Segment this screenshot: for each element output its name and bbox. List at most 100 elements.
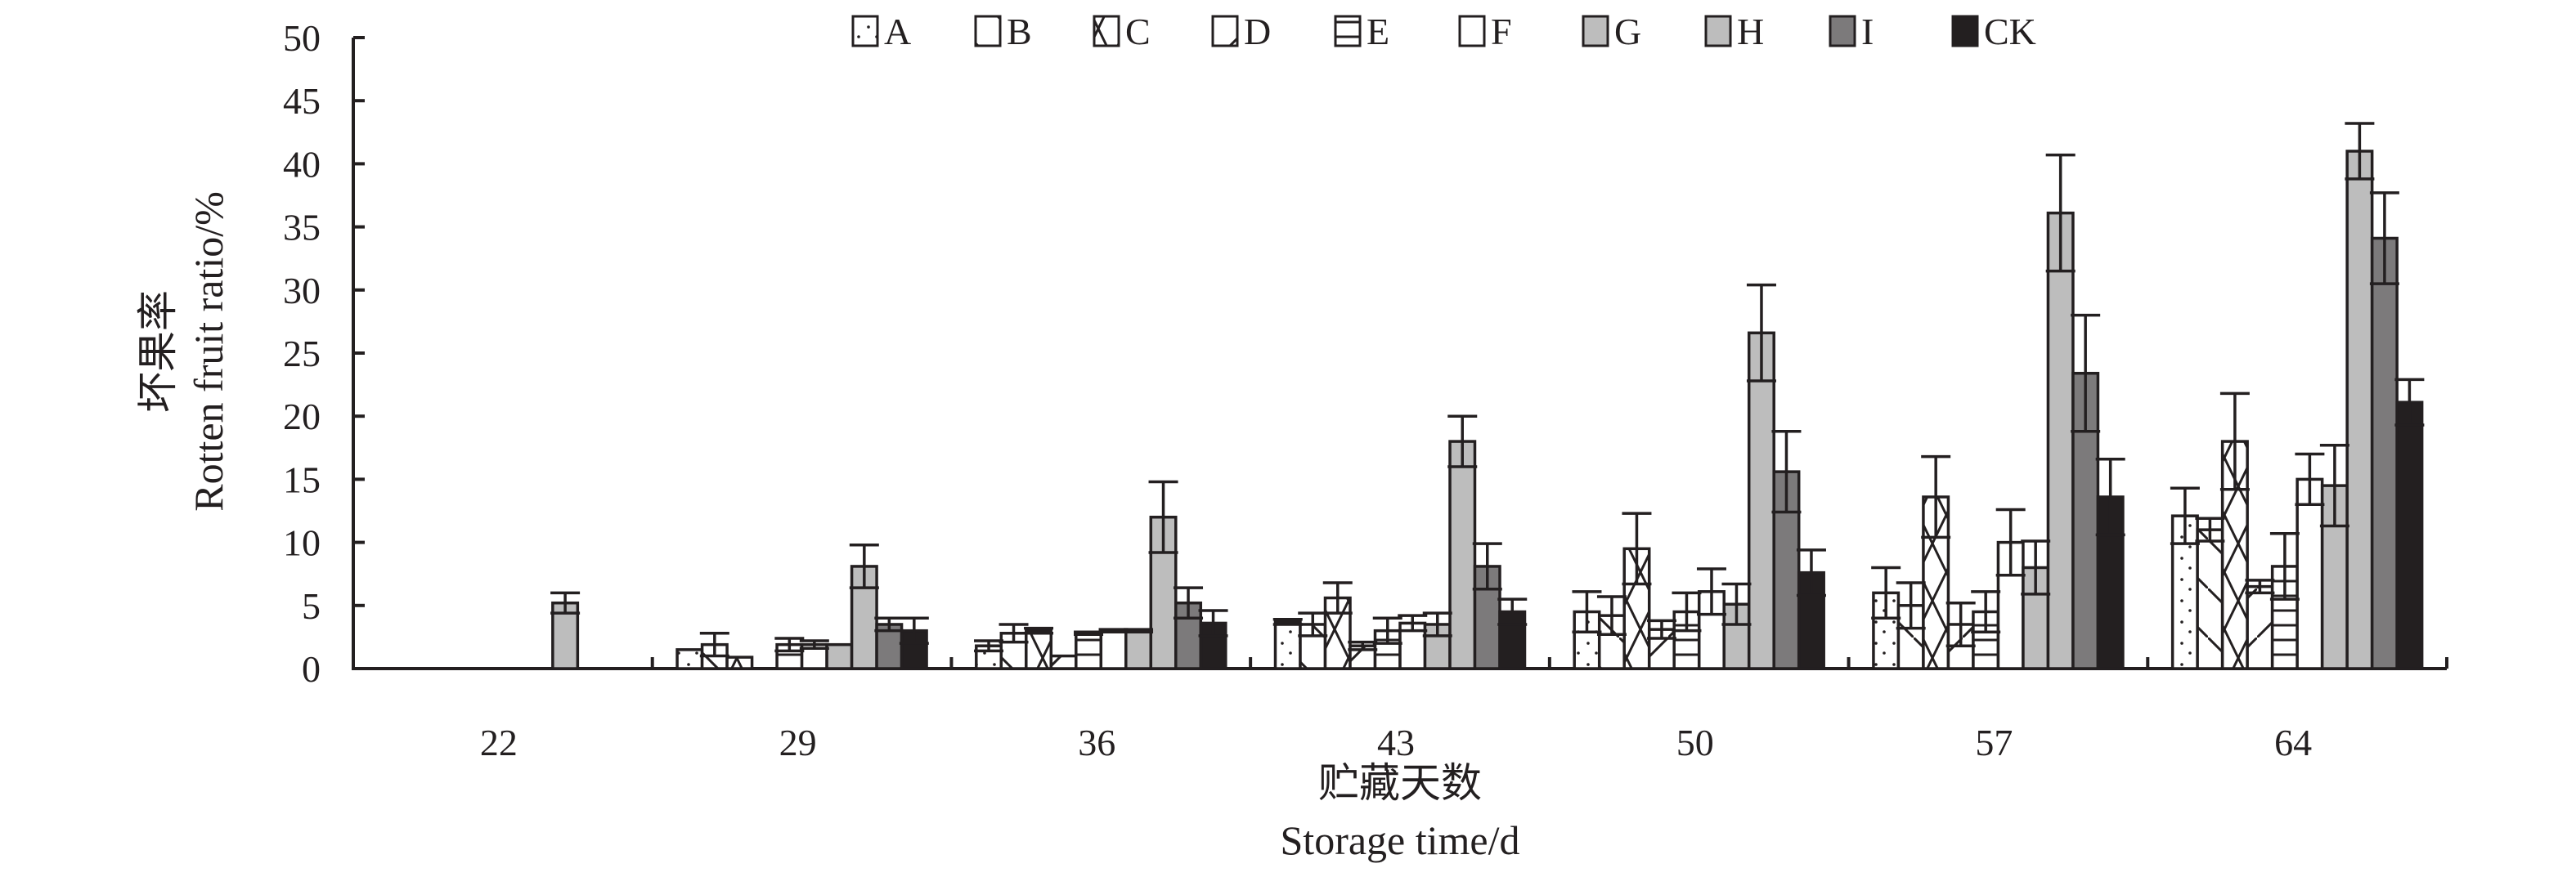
bars (551, 150, 2424, 670)
legend-swatch (1829, 15, 1856, 47)
x-tick-label: 64 (2274, 722, 2312, 763)
error-bars (550, 122, 2425, 658)
bar-CK-36 (1199, 621, 1227, 670)
error-bar-CK-50 (1796, 548, 1826, 597)
error-bar-B-29 (699, 632, 729, 658)
error-bar-C-57 (1921, 454, 1951, 539)
legend-item-E: E (1334, 11, 1389, 52)
y-tick-label: 50 (283, 17, 321, 59)
error-bar-E-43 (1372, 616, 1402, 645)
legend-item-B: B (974, 11, 1032, 52)
error-bar-I-50 (1771, 429, 1802, 514)
error-bar-H-57 (2045, 153, 2076, 273)
x-tick-label: 50 (1676, 722, 1714, 763)
error-bar-C-36 (1024, 626, 1054, 635)
error-bar-H-64 (2345, 122, 2375, 181)
bar-F-64 (2296, 477, 2324, 670)
y-tick-label: 35 (283, 207, 321, 248)
error-bar-I-64 (2369, 191, 2399, 285)
legend-swatch (1704, 15, 1732, 47)
error-bar-G-36 (1124, 628, 1154, 633)
error-bar-A-36 (974, 639, 1004, 653)
x-tick-label: 36 (1078, 722, 1115, 763)
error-bar-B-36 (999, 623, 1029, 644)
error-bar-I-57 (2071, 313, 2101, 433)
error-bar-D-57 (1945, 601, 1976, 647)
error-bar-F-29 (799, 639, 829, 651)
y-axis-title-en-group: Rotten fruit ratio/% (186, 191, 231, 512)
error-bar-I-29 (874, 616, 904, 633)
bar-I-64 (2370, 236, 2399, 670)
bar-F-36 (1099, 629, 1128, 670)
bar-H-57 (2046, 211, 2075, 670)
x-axis-title-en: Storage time/d (1281, 817, 1520, 863)
error-bar-E-64 (2269, 532, 2300, 601)
error-bar-G-50 (1721, 582, 1752, 626)
error-bar-F-50 (1696, 567, 1726, 616)
error-bar-D-64 (2245, 579, 2275, 595)
y-tick-label: 15 (283, 459, 321, 500)
y-tick-label: 30 (283, 270, 321, 311)
error-bar-CK-64 (2394, 378, 2425, 427)
legend-item-H: H (1704, 11, 1764, 52)
error-bar-C-43 (1322, 581, 1353, 615)
error-bar-H-36 (1148, 480, 1178, 554)
error-bar-H-29 (849, 543, 879, 589)
error-bar-CK-29 (899, 616, 929, 645)
error-bar-A-43 (1272, 618, 1303, 626)
y-tick-label: 40 (283, 143, 321, 185)
legend-swatch (1093, 15, 1120, 47)
bar-G-36 (1124, 629, 1153, 670)
legend-label: C (1125, 11, 1151, 52)
legend-item-I: I (1829, 11, 1874, 52)
legend-item-A: A (851, 11, 911, 52)
error-bar-E-57 (1971, 590, 2001, 633)
error-bar-CK-57 (2095, 457, 2125, 537)
error-bar-C-50 (1622, 512, 1652, 586)
bar-H-43 (1448, 440, 1477, 670)
error-bar-G-43 (1422, 611, 1452, 638)
error-bar-E-50 (1672, 591, 1702, 633)
error-bar-B-57 (1896, 581, 1926, 630)
error-bar-E-36 (1074, 630, 1104, 637)
legend-item-F: F (1458, 11, 1512, 52)
error-bar-D-43 (1348, 640, 1378, 651)
error-bar-E-29 (774, 637, 805, 653)
y-axis-title-cn: 坏果率 (135, 290, 181, 413)
error-bar-D-50 (1646, 619, 1676, 640)
y-tick-label: 10 (283, 522, 321, 564)
bar-D-36 (1049, 654, 1078, 670)
error-bar-C-64 (2219, 392, 2250, 491)
error-bar-F-57 (1995, 508, 2026, 577)
bar-G-29 (825, 642, 854, 670)
legend-label: H (1737, 11, 1764, 52)
legend-swatch (1582, 15, 1609, 47)
legend-label: D (1244, 11, 1271, 52)
x-tick-label: 43 (1377, 722, 1415, 763)
error-bar-B-64 (2195, 517, 2225, 543)
y-tick-label: 20 (283, 396, 321, 437)
bar-C-29 (725, 656, 754, 670)
error-bar-G-64 (2319, 443, 2349, 528)
error-bar-H-50 (1746, 283, 1776, 383)
error-bar-A-50 (1572, 590, 1602, 633)
error-bar-H-22 (550, 591, 581, 615)
bar-CK-64 (2395, 400, 2424, 670)
y-tick-label: 5 (302, 585, 321, 627)
error-bar-A-57 (1871, 566, 1901, 620)
legend-item-D: D (1211, 11, 1271, 52)
x-tick-label: 29 (779, 722, 817, 763)
x-axis-ticks: 22 29 36 43 50 57 64 (480, 657, 2448, 763)
error-bar-F-36 (1098, 628, 1129, 633)
legend-swatch (1458, 15, 1486, 47)
y-tick-label: 25 (283, 333, 321, 374)
bar-D-64 (2246, 584, 2274, 670)
error-bar-CK-43 (1497, 597, 1528, 626)
error-bar-B-50 (1596, 595, 1627, 637)
bar-A-43 (1273, 620, 1302, 670)
legend: A B C D E F G H I CK (851, 11, 2036, 52)
legend-item-CK: CK (1951, 11, 2036, 52)
legend-swatch (1211, 15, 1239, 47)
y-tick-label: 45 (283, 80, 321, 122)
